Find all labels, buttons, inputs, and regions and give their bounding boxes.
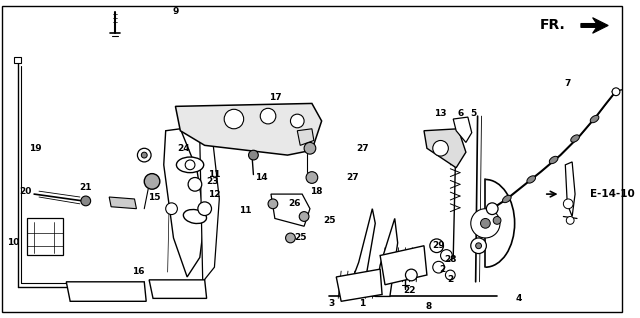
Circle shape: [141, 152, 147, 158]
Text: 2: 2: [447, 275, 453, 284]
Text: 8: 8: [426, 302, 432, 311]
Text: 29: 29: [432, 241, 445, 250]
Text: 11: 11: [239, 206, 252, 215]
Polygon shape: [375, 218, 397, 296]
Circle shape: [304, 142, 316, 154]
Circle shape: [306, 172, 317, 183]
Text: 18: 18: [310, 187, 323, 196]
Text: 13: 13: [435, 109, 447, 118]
Text: 19: 19: [29, 144, 42, 153]
Text: 21: 21: [79, 183, 92, 192]
Text: 27: 27: [346, 173, 359, 182]
Polygon shape: [164, 129, 205, 277]
Text: 25: 25: [323, 216, 336, 225]
Circle shape: [185, 160, 195, 170]
Polygon shape: [200, 139, 220, 282]
Polygon shape: [271, 194, 310, 226]
Circle shape: [566, 217, 574, 224]
Polygon shape: [149, 280, 207, 298]
Text: 9: 9: [172, 7, 179, 16]
Text: 20: 20: [19, 187, 31, 196]
Polygon shape: [109, 197, 136, 209]
Text: 23: 23: [206, 177, 219, 186]
Polygon shape: [346, 209, 375, 296]
Circle shape: [260, 108, 276, 124]
Text: 6: 6: [458, 109, 464, 118]
Text: 4: 4: [515, 294, 522, 303]
Circle shape: [430, 239, 444, 252]
Circle shape: [471, 209, 500, 238]
Polygon shape: [297, 129, 314, 145]
Text: 1: 1: [360, 299, 365, 308]
Polygon shape: [581, 18, 608, 33]
Circle shape: [285, 233, 295, 243]
Text: 12: 12: [208, 190, 221, 198]
Text: 26: 26: [288, 199, 301, 208]
Text: 16: 16: [132, 266, 145, 276]
Text: 2: 2: [440, 265, 445, 274]
Circle shape: [486, 203, 498, 215]
Polygon shape: [424, 129, 466, 168]
Polygon shape: [336, 269, 382, 301]
Circle shape: [563, 199, 573, 209]
Circle shape: [476, 243, 481, 249]
Text: 7: 7: [564, 80, 570, 88]
Polygon shape: [28, 218, 63, 255]
Text: 17: 17: [269, 93, 281, 102]
Circle shape: [166, 203, 177, 215]
Circle shape: [406, 269, 417, 281]
Ellipse shape: [183, 210, 207, 224]
Text: 15: 15: [148, 192, 160, 202]
Circle shape: [612, 88, 620, 96]
Circle shape: [481, 218, 490, 228]
Circle shape: [224, 109, 244, 129]
Text: 27: 27: [356, 144, 369, 153]
Circle shape: [198, 202, 211, 216]
Text: 3: 3: [328, 299, 335, 308]
Circle shape: [440, 250, 452, 261]
Text: 14: 14: [255, 173, 268, 182]
Circle shape: [291, 114, 304, 128]
Polygon shape: [67, 282, 146, 301]
Polygon shape: [175, 103, 322, 155]
Text: 22: 22: [403, 286, 415, 295]
Circle shape: [433, 261, 444, 273]
Circle shape: [268, 199, 278, 209]
Circle shape: [493, 217, 501, 224]
Ellipse shape: [527, 176, 536, 183]
Text: 24: 24: [177, 144, 189, 153]
Ellipse shape: [571, 135, 579, 142]
Text: 11: 11: [208, 170, 221, 179]
Ellipse shape: [502, 195, 511, 203]
Ellipse shape: [590, 115, 599, 123]
Circle shape: [188, 177, 202, 191]
Polygon shape: [453, 117, 472, 142]
Text: 28: 28: [444, 255, 456, 264]
Circle shape: [81, 196, 91, 206]
Circle shape: [248, 150, 259, 160]
Ellipse shape: [177, 157, 204, 173]
Circle shape: [138, 148, 151, 162]
Text: 25: 25: [294, 233, 307, 242]
Text: FR.: FR.: [540, 18, 565, 32]
Circle shape: [300, 212, 309, 221]
Polygon shape: [565, 162, 575, 217]
Text: 5: 5: [470, 109, 477, 118]
Polygon shape: [13, 57, 22, 63]
Circle shape: [445, 270, 455, 280]
Text: 10: 10: [8, 238, 20, 247]
Text: E-14-10: E-14-10: [589, 189, 634, 199]
Circle shape: [433, 141, 449, 156]
Polygon shape: [380, 246, 427, 285]
Ellipse shape: [549, 156, 558, 164]
Circle shape: [144, 174, 160, 189]
Circle shape: [471, 238, 486, 253]
